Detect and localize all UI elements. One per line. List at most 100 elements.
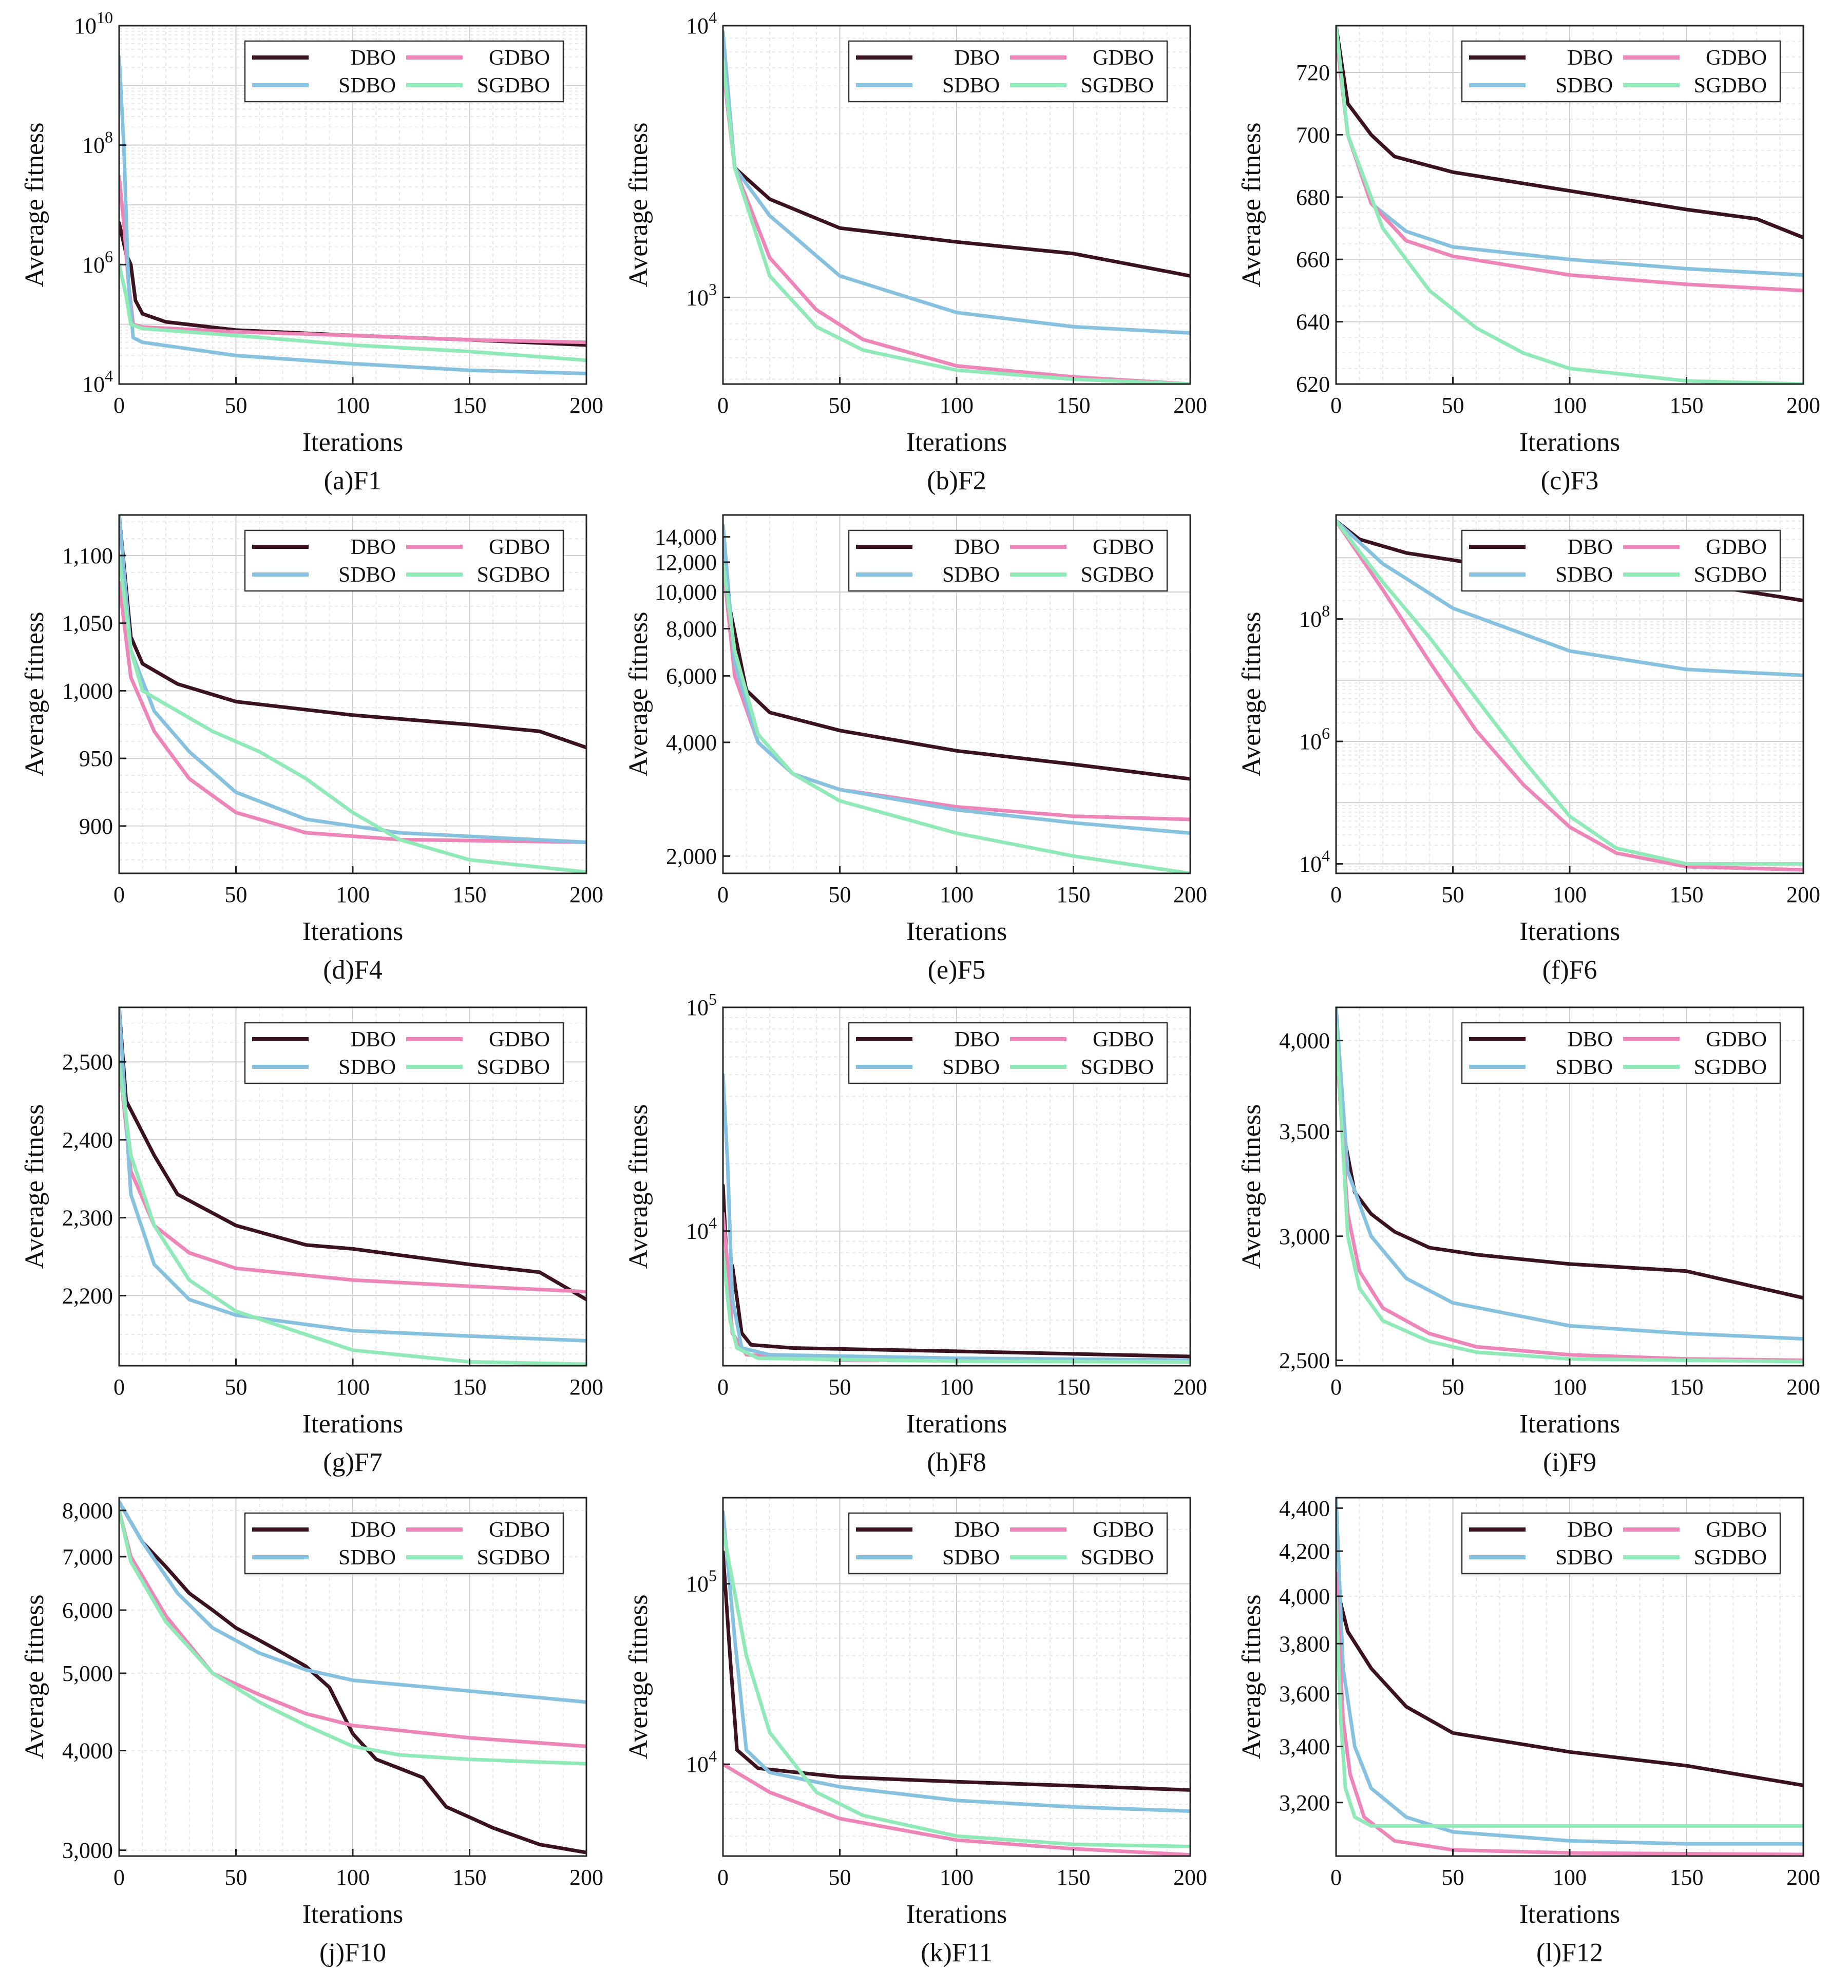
series-line-sgdbo (119, 262, 586, 362)
x-tick-label: 150 (1057, 1374, 1091, 1400)
legend-label-sdbo: SDBO (338, 1546, 396, 1570)
legend-label-sdbo: SDBO (1555, 1056, 1613, 1079)
legend-box (1461, 1022, 1781, 1084)
y-tick-label: 3,400 (1279, 1734, 1330, 1760)
legend-label-gdbo: GDBO (489, 46, 550, 70)
x-tick-label: 0 (717, 882, 729, 907)
y-tick-label: 12,000 (655, 550, 717, 575)
x-tick-label: 150 (1057, 393, 1091, 418)
chart-panel-5: 0 50 100 150 200 2,000 4,000 6,000 8,000 10,000 12… (624, 514, 1207, 985)
series-line-sdbo (119, 1007, 586, 1343)
legend-label-gdbo: GDBO (489, 1518, 550, 1542)
legend-box (244, 40, 564, 103)
panel-caption: (f)F6 (1542, 955, 1597, 985)
legend-label-gdbo: GDBO (489, 1028, 550, 1052)
x-tick-label: 50 (1442, 393, 1464, 418)
panel-caption: (b)F2 (927, 466, 986, 495)
x-tick-label: 50 (829, 1374, 851, 1400)
x-tick-label: 150 (1670, 1865, 1704, 1890)
x-tick-label: 100 (336, 1865, 370, 1890)
panel-caption: (a)F1 (324, 466, 382, 495)
series-line-sdbo (1336, 1007, 1803, 1341)
series-line-gdbo (119, 1060, 586, 1294)
panel-caption: (k)F11 (921, 1938, 993, 1967)
series-line-gdbo (723, 1762, 1190, 1856)
x-tick-label: 200 (569, 1374, 603, 1400)
legend-label-dbo: DBO (954, 46, 1000, 70)
series-line-sgdbo (723, 1527, 1190, 1848)
x-tick-label: 50 (829, 1865, 851, 1890)
y-axis-label: Average fitness (624, 122, 653, 287)
x-tick-label: 100 (940, 393, 974, 418)
legend-label-sdbo: SDBO (942, 1546, 1000, 1570)
x-tick-label: 100 (336, 393, 370, 418)
x-tick-label: 200 (1786, 1374, 1820, 1400)
legend: DBO GDBO SDBO SGDBO (848, 40, 1168, 103)
legend-box (848, 529, 1168, 592)
y-tick-label: 1,100 (62, 543, 113, 568)
x-axis-label: Iterations (302, 1900, 403, 1929)
x-axis-label: Iterations (906, 1409, 1007, 1439)
x-tick-label: 200 (569, 882, 603, 907)
y-tick-label: 2,500 (1279, 1348, 1330, 1373)
series-line-sdbo (1336, 519, 1803, 677)
y-tick-label: 5,000 (62, 1661, 113, 1686)
legend-label-sdbo: SDBO (1555, 1546, 1613, 1570)
legend-box (244, 1512, 564, 1575)
panel-caption: (i)F9 (1543, 1448, 1596, 1477)
x-tick-label: 100 (336, 1374, 370, 1400)
x-tick-label: 200 (1173, 393, 1207, 418)
x-axis-label: Iterations (906, 1900, 1007, 1929)
x-axis-label: Iterations (302, 1409, 403, 1439)
y-tick-label: 105 (686, 990, 717, 1020)
x-tick-label: 100 (940, 1865, 974, 1890)
series-group (723, 1073, 1190, 1364)
legend-label-sgdbo: SGDBO (1081, 74, 1154, 98)
grid (1336, 1007, 1803, 1366)
series-group (119, 55, 586, 375)
x-axis-label: Iterations (1519, 428, 1620, 457)
legend-label-dbo: DBO (1567, 1518, 1613, 1542)
x-tick-label: 200 (1786, 882, 1820, 907)
legend-label-gdbo: GDBO (1706, 536, 1767, 559)
legend-label-sgdbo: SGDBO (1694, 563, 1767, 587)
y-axis-label: Average fitness (20, 611, 49, 776)
x-tick-label: 100 (336, 882, 370, 907)
x-tick-label: 0 (113, 1374, 125, 1400)
legend-label-sdbo: SDBO (338, 563, 396, 587)
x-tick-label: 0 (1330, 882, 1342, 907)
y-axis-label: Average fitness (624, 611, 653, 776)
x-tick-label: 150 (453, 1374, 487, 1400)
y-tick-label: 2,200 (62, 1283, 113, 1308)
grid (1336, 515, 1803, 873)
series-line-sgdbo (119, 1060, 586, 1366)
x-tick-label: 200 (1786, 1865, 1820, 1890)
y-tick-label: 108 (82, 128, 113, 158)
series-line-sdbo (723, 1073, 1190, 1362)
series-line-sgdbo (723, 560, 1190, 873)
x-tick-label: 50 (1442, 882, 1464, 907)
panel-caption: (g)F7 (323, 1448, 383, 1477)
legend-box (848, 40, 1168, 103)
x-tick-label: 150 (453, 882, 487, 907)
x-tick-label: 100 (940, 1374, 974, 1400)
x-tick-label: 200 (1173, 1865, 1207, 1890)
x-tick-label: 50 (829, 882, 851, 907)
legend-label-sgdbo: SGDBO (477, 1056, 550, 1079)
y-axis-label: Average fitness (1237, 1594, 1266, 1759)
series-line-dbo (119, 515, 586, 750)
y-axis-label: Average fitness (20, 1104, 49, 1269)
legend-label-gdbo: GDBO (1093, 536, 1154, 559)
y-tick-label: 4,000 (666, 730, 717, 755)
y-tick-label: 3,200 (1279, 1790, 1330, 1815)
y-axis-label: Average fitness (1237, 611, 1266, 776)
y-tick-label: 2,300 (62, 1206, 113, 1231)
x-tick-label: 100 (940, 882, 974, 907)
x-tick-label: 150 (1670, 1374, 1704, 1400)
series-line-sgdbo (723, 1251, 1190, 1364)
y-axis-label: Average fitness (20, 122, 49, 287)
chart-panel-7: 0 50 100 150 200 2,200 2,300 2,400 2,500 Iteratio… (20, 1006, 603, 1477)
series-line-sgdbo (1336, 26, 1803, 384)
legend-label-dbo: DBO (350, 536, 396, 559)
